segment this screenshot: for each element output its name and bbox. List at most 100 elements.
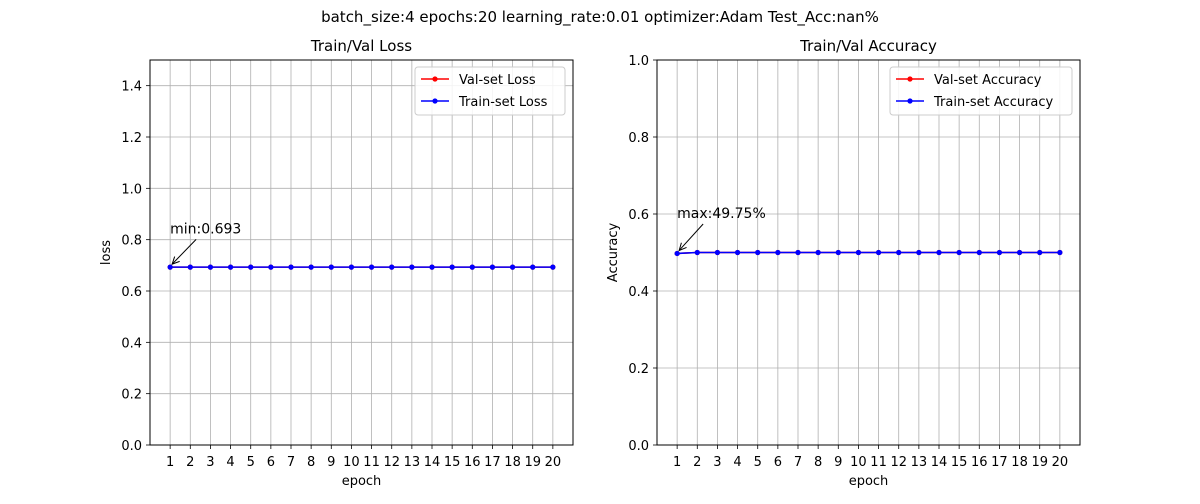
data-point [755, 249, 761, 256]
data-point [187, 264, 193, 270]
data-point [469, 264, 475, 270]
annotation-arrowhead [171, 256, 180, 265]
legend-entry: Val-set Loss [459, 73, 536, 88]
x-tick-label: 10 [850, 455, 867, 470]
y-tick-label: 0.2 [628, 362, 649, 377]
data-point [268, 264, 274, 270]
legend-swatch-marker [907, 98, 913, 104]
x-tick-label: 20 [1052, 455, 1069, 470]
y-axis-label: Accuracy [606, 223, 621, 283]
data-point [207, 264, 214, 270]
annotation-arrowhead [678, 242, 687, 252]
x-tick-label: 14 [931, 455, 948, 470]
data-point [956, 249, 962, 256]
x-tick-label: 13 [911, 455, 928, 470]
x-tick-label: 14 [424, 455, 441, 470]
x-tick-label: 3 [206, 455, 214, 470]
data-point [936, 249, 942, 256]
data-point [875, 249, 882, 256]
x-tick-label: 18 [504, 455, 521, 470]
x-tick-label: 9 [834, 455, 842, 470]
data-point [714, 249, 721, 256]
legend-swatch-marker [432, 76, 438, 82]
annotation-label: max:49.75% [677, 206, 766, 222]
legend-entry: Train-set Accuracy [933, 95, 1054, 110]
data-point [530, 264, 536, 270]
data-point [368, 264, 375, 270]
data-point [896, 249, 902, 256]
plot-frame [656, 59, 1081, 446]
x-tick-label: 20 [545, 455, 562, 470]
y-tick-label: 0.6 [121, 285, 142, 300]
x-tick-label: 11 [870, 455, 887, 470]
annotation-arrow [171, 239, 197, 265]
data-point [1057, 249, 1063, 256]
chart-1: 1 2 3 4 5 6 7 8 9 10 11 12 13 14 15 16 17 18 19 200.00.20.4… [606, 37, 1081, 489]
data-point [509, 264, 516, 270]
y-tick-label: 0.8 [628, 131, 649, 146]
x-tick-label: 7 [794, 455, 802, 470]
x-axis-label: epoch [342, 474, 382, 489]
y-tick-label: 0.4 [121, 336, 142, 351]
x-tick-label: 17 [991, 455, 1008, 470]
legend-swatch-marker [432, 98, 438, 104]
y-tick-label: 0.0 [121, 439, 142, 454]
y-tick-label: 1.0 [121, 182, 142, 197]
x-tick-label: 5 [754, 455, 762, 470]
x-tick-label: 15 [444, 455, 461, 470]
data-point [855, 249, 862, 256]
x-tick-label: 3 [713, 455, 721, 470]
x-tick-label: 7 [287, 455, 295, 470]
data-point [835, 249, 841, 256]
data-point [449, 264, 455, 270]
x-tick-label: 11 [363, 455, 380, 470]
series-line-1 [677, 251, 1060, 255]
x-tick-label: 9 [327, 455, 335, 470]
y-tick-label: 1.0 [628, 54, 649, 69]
data-point [248, 264, 254, 270]
legend-entry: Train-set Loss [458, 95, 548, 110]
data-point [775, 249, 781, 256]
chart-title: Train/Val Accuracy [799, 37, 937, 55]
y-tick-label: 0.8 [121, 234, 142, 249]
data-point [308, 264, 314, 270]
x-tick-label: 12 [383, 455, 400, 470]
data-point [734, 249, 741, 256]
annotation-label: min:0.693 [170, 221, 241, 237]
x-tick-label: 19 [1031, 455, 1048, 470]
x-tick-label: 1 [166, 455, 174, 470]
x-axis-label: epoch [849, 474, 889, 489]
x-tick-label: 13 [404, 455, 421, 470]
x-tick-label: 19 [524, 455, 541, 470]
data-point [976, 249, 982, 256]
data-point [1037, 249, 1043, 256]
x-tick-label: 6 [774, 455, 782, 470]
x-tick-label: 4 [226, 455, 234, 470]
x-tick-label: 10 [343, 455, 360, 470]
legend-box [889, 66, 1073, 116]
x-tick-label: 2 [693, 455, 701, 470]
legend-swatch-marker [907, 76, 913, 82]
y-tick-label: 0.0 [628, 439, 649, 454]
data-point [489, 264, 496, 270]
data-point [288, 264, 294, 270]
data-point [916, 249, 922, 256]
y-tick-label: 0.2 [121, 388, 142, 403]
x-tick-label: 16 [971, 455, 988, 470]
x-tick-label: 8 [307, 455, 315, 470]
data-point [815, 249, 821, 256]
x-tick-label: 2 [186, 455, 194, 470]
data-point [227, 264, 234, 270]
data-point [167, 264, 173, 270]
annotation-arrow [678, 223, 704, 251]
x-tick-label: 12 [890, 455, 907, 470]
data-point [550, 264, 556, 270]
legend-box [414, 66, 566, 116]
legend-entry: Val-set Accuracy [934, 73, 1042, 88]
plot-frame [149, 59, 574, 446]
x-tick-label: 18 [1011, 455, 1028, 470]
x-tick-label: 17 [484, 455, 501, 470]
data-point [429, 264, 435, 270]
data-point [674, 250, 680, 257]
